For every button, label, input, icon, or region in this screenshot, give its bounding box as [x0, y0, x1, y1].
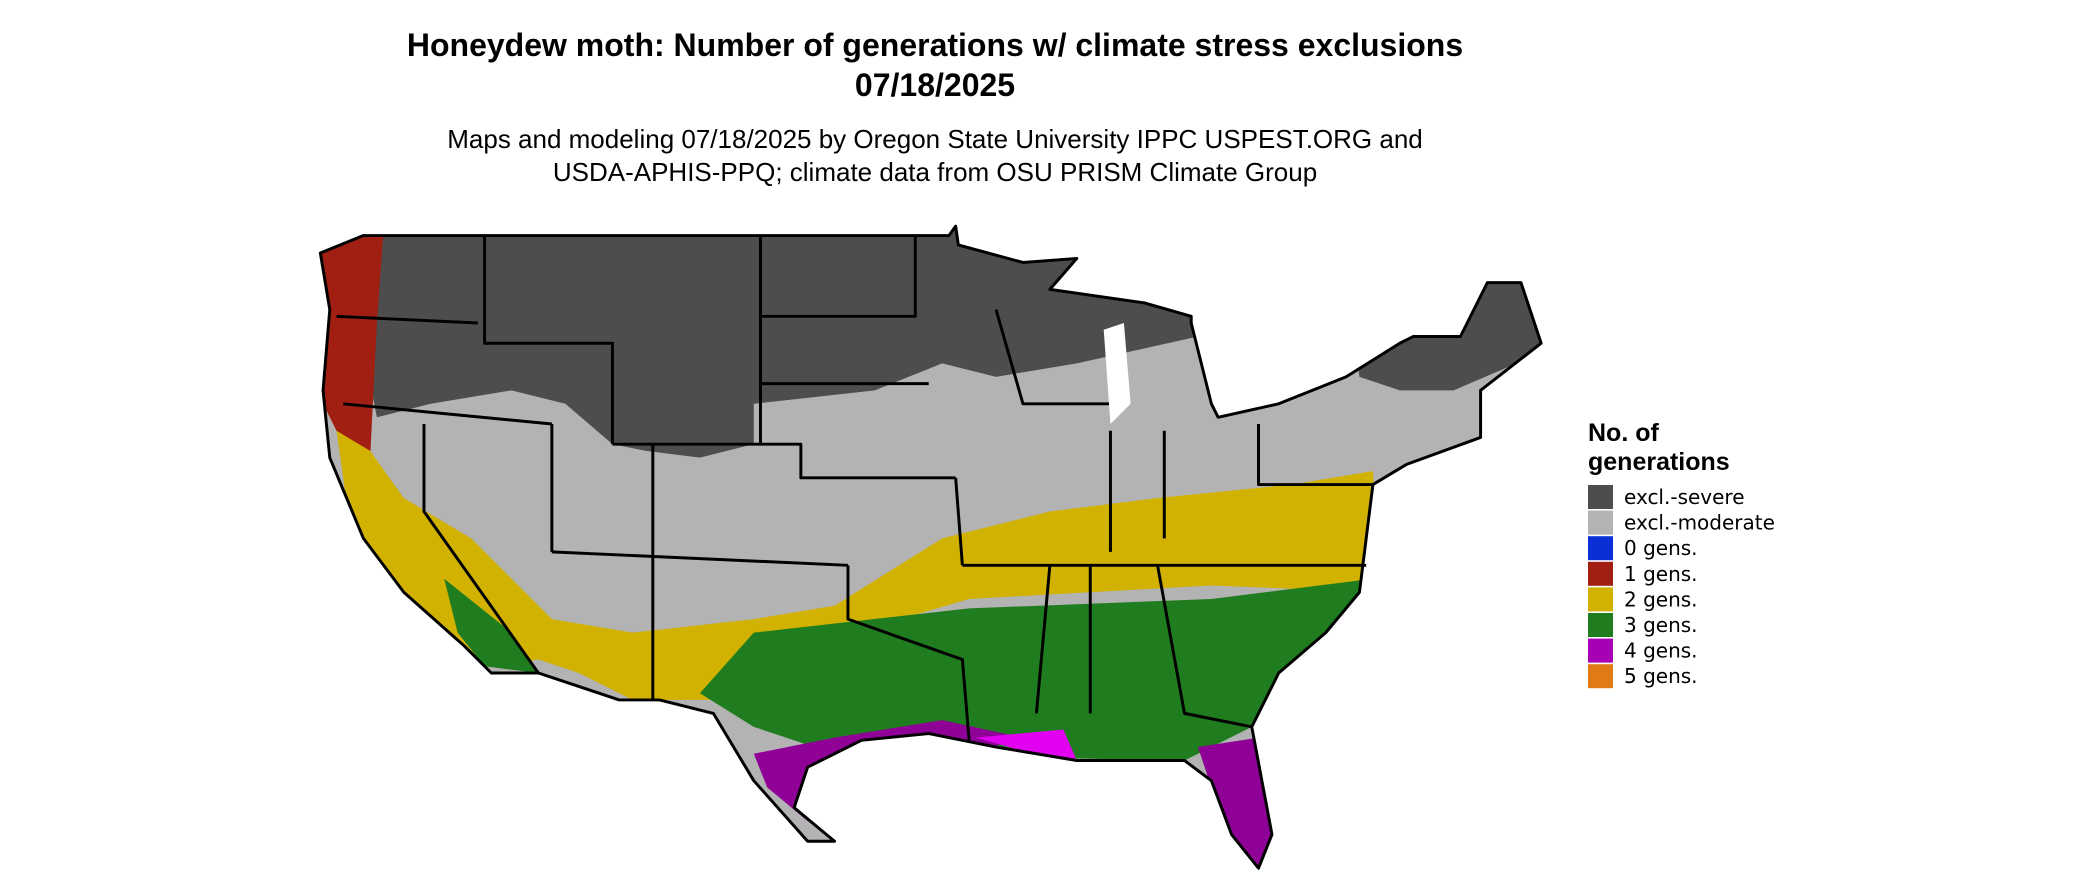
legend-swatch [1588, 664, 1613, 689]
map-date: 07/18/2025 [855, 67, 1015, 103]
us-map [318, 224, 1543, 870]
legend-label: 5 gens. [1624, 664, 1698, 688]
region-excl-severe [363, 228, 1212, 458]
region-4-gens [975, 729, 1077, 761]
legend-swatch [1588, 638, 1613, 663]
legend-swatch [1588, 510, 1613, 535]
lake-michigan [1103, 323, 1131, 424]
region-excl-severe [1345, 269, 1542, 391]
country-outline [318, 224, 1543, 870]
legend-label: 3 gens. [1624, 613, 1698, 637]
legend-label: 4 gens. [1624, 639, 1698, 663]
legend-swatch [1588, 536, 1613, 561]
region-3-gens [699, 578, 1387, 761]
legend-swatch [1588, 613, 1613, 637]
legend: No. of generations excl.-severeexcl.-mod… [1588, 419, 1775, 689]
legend-swatch [1588, 587, 1613, 612]
legend-label: 2 gens. [1624, 587, 1698, 611]
legend-label: 1 gens. [1624, 562, 1698, 586]
legend-label: 0 gens. [1624, 536, 1698, 560]
legend-label: excl.-severe [1624, 485, 1745, 509]
legend-swatch [1588, 561, 1613, 586]
region-3-gens [444, 578, 539, 673]
region-1-gen [320, 228, 384, 458]
legend-label: excl.-moderate [1624, 511, 1775, 535]
map-title: Honeydew moth: Number of generations w/ … [407, 27, 1463, 63]
legend-swatch [1588, 485, 1613, 509]
state-borders [336, 235, 1373, 741]
subtitle-line: Maps and modeling 07/18/2025 by Oregon S… [447, 124, 1423, 154]
region-2-gens [336, 430, 1380, 700]
subtitle-line: USDA-APHIS-PPQ; climate data from OSU PR… [553, 157, 1317, 187]
legend-title: No. of [1588, 419, 1659, 447]
legend-title: generations [1588, 448, 1730, 476]
